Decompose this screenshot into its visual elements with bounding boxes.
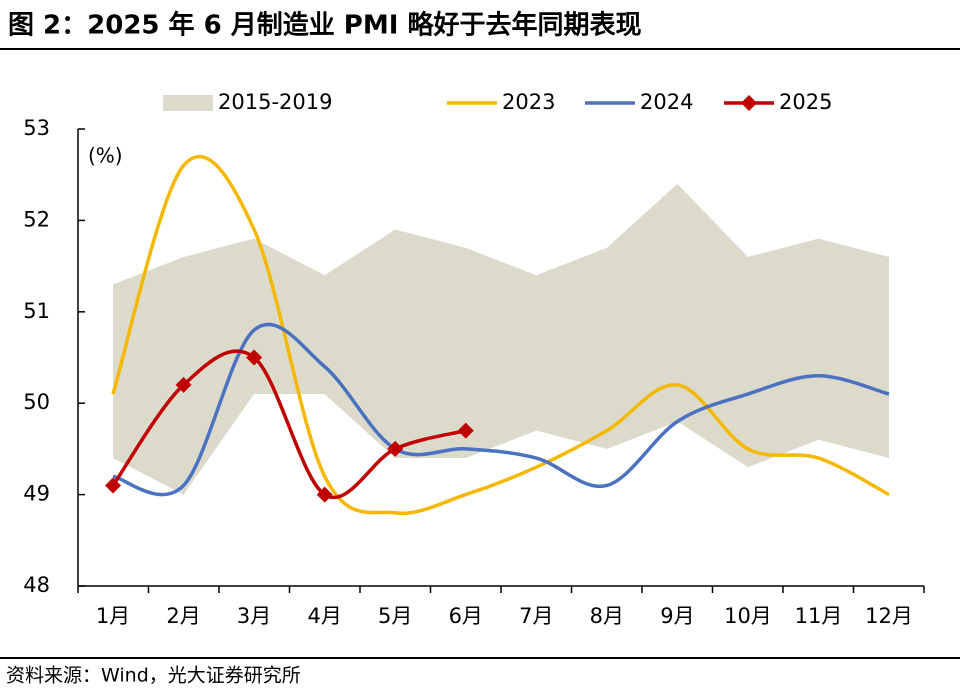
x-tick-label: 4月 <box>307 604 341 628</box>
marker <box>246 349 263 366</box>
x-tick-label: 7月 <box>519 604 553 628</box>
x-tick-label: 11月 <box>795 604 843 628</box>
y-tick-label: 50 <box>23 390 50 414</box>
marker <box>105 477 121 494</box>
legend-label: 2025 <box>779 90 832 114</box>
y-tick-label: 48 <box>23 573 50 597</box>
band <box>113 183 890 495</box>
marker <box>316 486 333 503</box>
legend-swatch <box>163 95 213 111</box>
marker <box>175 376 192 393</box>
legend-label: 2024 <box>640 90 693 114</box>
x-tick-label: 9月 <box>660 604 694 628</box>
marker <box>457 422 474 439</box>
line <box>112 322 890 497</box>
y-tick-label: 49 <box>23 482 50 506</box>
y-tick-label: 51 <box>23 299 50 323</box>
marker <box>387 440 404 457</box>
legend-label: 2023 <box>502 90 555 114</box>
x-tick-label: 6月 <box>449 604 483 628</box>
legend-label: 2015-2019 <box>218 90 332 114</box>
x-tick-label: 5月 <box>378 604 412 628</box>
y-tick-label: 53 <box>23 116 50 140</box>
y-tick-label: 52 <box>23 207 50 231</box>
x-tick-label: 1月 <box>96 604 130 628</box>
y-unit: (%) <box>88 144 123 168</box>
line <box>111 154 890 516</box>
x-tick-label: 10月 <box>724 604 772 628</box>
x-tick-label: 12月 <box>865 604 913 628</box>
chart-title: 图 2：2025 年 6 月制造业 PMI 略好于去年同期表现 <box>8 10 641 41</box>
x-tick-label: 3月 <box>237 604 271 628</box>
source: 资料来源：Wind，光大证券研究所 <box>6 665 301 687</box>
x-tick-label: 8月 <box>590 604 624 628</box>
x-tick-label: 2月 <box>166 604 200 628</box>
legend-marker <box>741 95 757 111</box>
